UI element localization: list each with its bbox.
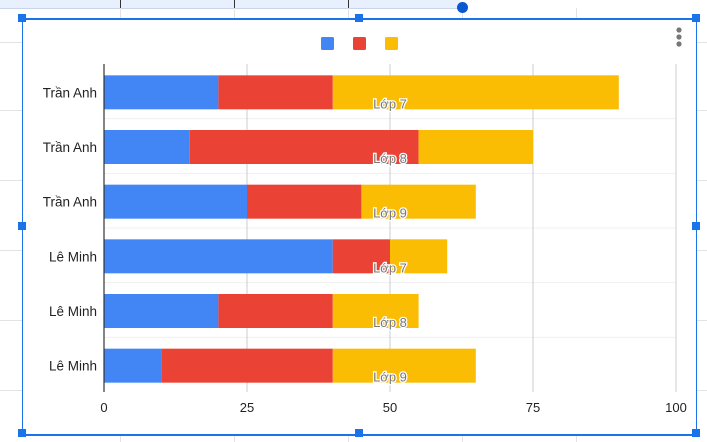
bar-segment (161, 348, 333, 383)
x-tick-label: 50 (383, 400, 397, 415)
resize-handle[interactable] (18, 429, 26, 437)
bar-annotation: Lớp 8 (373, 315, 407, 330)
bar-segment (332, 75, 619, 110)
bar-segment (104, 75, 219, 110)
y-category-label: Lê Minh (49, 359, 97, 374)
more-vert-icon[interactable] (676, 41, 682, 47)
y-category-label: Lê Minh (49, 304, 97, 319)
resize-handle[interactable] (18, 14, 26, 22)
bar-segment (104, 348, 162, 383)
resize-handle[interactable] (692, 14, 700, 22)
resize-handle[interactable] (18, 222, 26, 230)
bar-annotation: Lớp 7 (373, 260, 407, 275)
bar-segment (332, 348, 476, 383)
y-category-label: Trần Anh (43, 85, 97, 100)
bar-segment (104, 239, 333, 274)
y-category-label: Lê Minh (49, 249, 97, 264)
bar-annotation: Lớp 7 (373, 96, 407, 111)
y-category-label: Trần Anh (43, 195, 97, 210)
bar-annotation: Lớp 9 (373, 206, 407, 221)
bar-segment (218, 294, 333, 328)
bar-segment (332, 294, 419, 328)
resize-handle[interactable] (355, 14, 363, 22)
resize-handle[interactable] (692, 222, 700, 230)
bar-segment (418, 130, 533, 164)
bar-segment (218, 75, 333, 110)
y-category-label: Trần Anh (43, 140, 97, 155)
column-divider (348, 0, 349, 8)
bar-segment (104, 184, 247, 219)
column-divider (234, 0, 235, 8)
resize-rotate-handle[interactable] (457, 2, 468, 13)
column-header-row (0, 0, 460, 9)
bar-segment (247, 184, 362, 219)
bar-annotation: Lớp 9 (373, 370, 407, 385)
resize-handle[interactable] (692, 429, 700, 437)
bar-segment (189, 130, 419, 164)
x-tick-label: 25 (240, 400, 254, 415)
x-tick-label: 100 (665, 400, 687, 415)
bar-annotation: Lớp 8 (373, 151, 407, 166)
column-divider (120, 0, 121, 8)
legend-swatch (321, 37, 334, 50)
legend-swatch (353, 37, 366, 50)
x-tick-label: 75 (526, 400, 540, 415)
resize-handle[interactable] (355, 429, 363, 437)
bar-segment (332, 239, 390, 274)
bar-segment (104, 130, 190, 164)
legend-swatch (385, 37, 398, 50)
more-vert-icon[interactable] (676, 27, 682, 33)
bar-segment (104, 294, 219, 328)
x-tick-label: 0 (100, 400, 107, 415)
bar-segment (361, 184, 476, 219)
more-vert-icon[interactable] (676, 34, 682, 40)
bar-segment (390, 239, 448, 274)
